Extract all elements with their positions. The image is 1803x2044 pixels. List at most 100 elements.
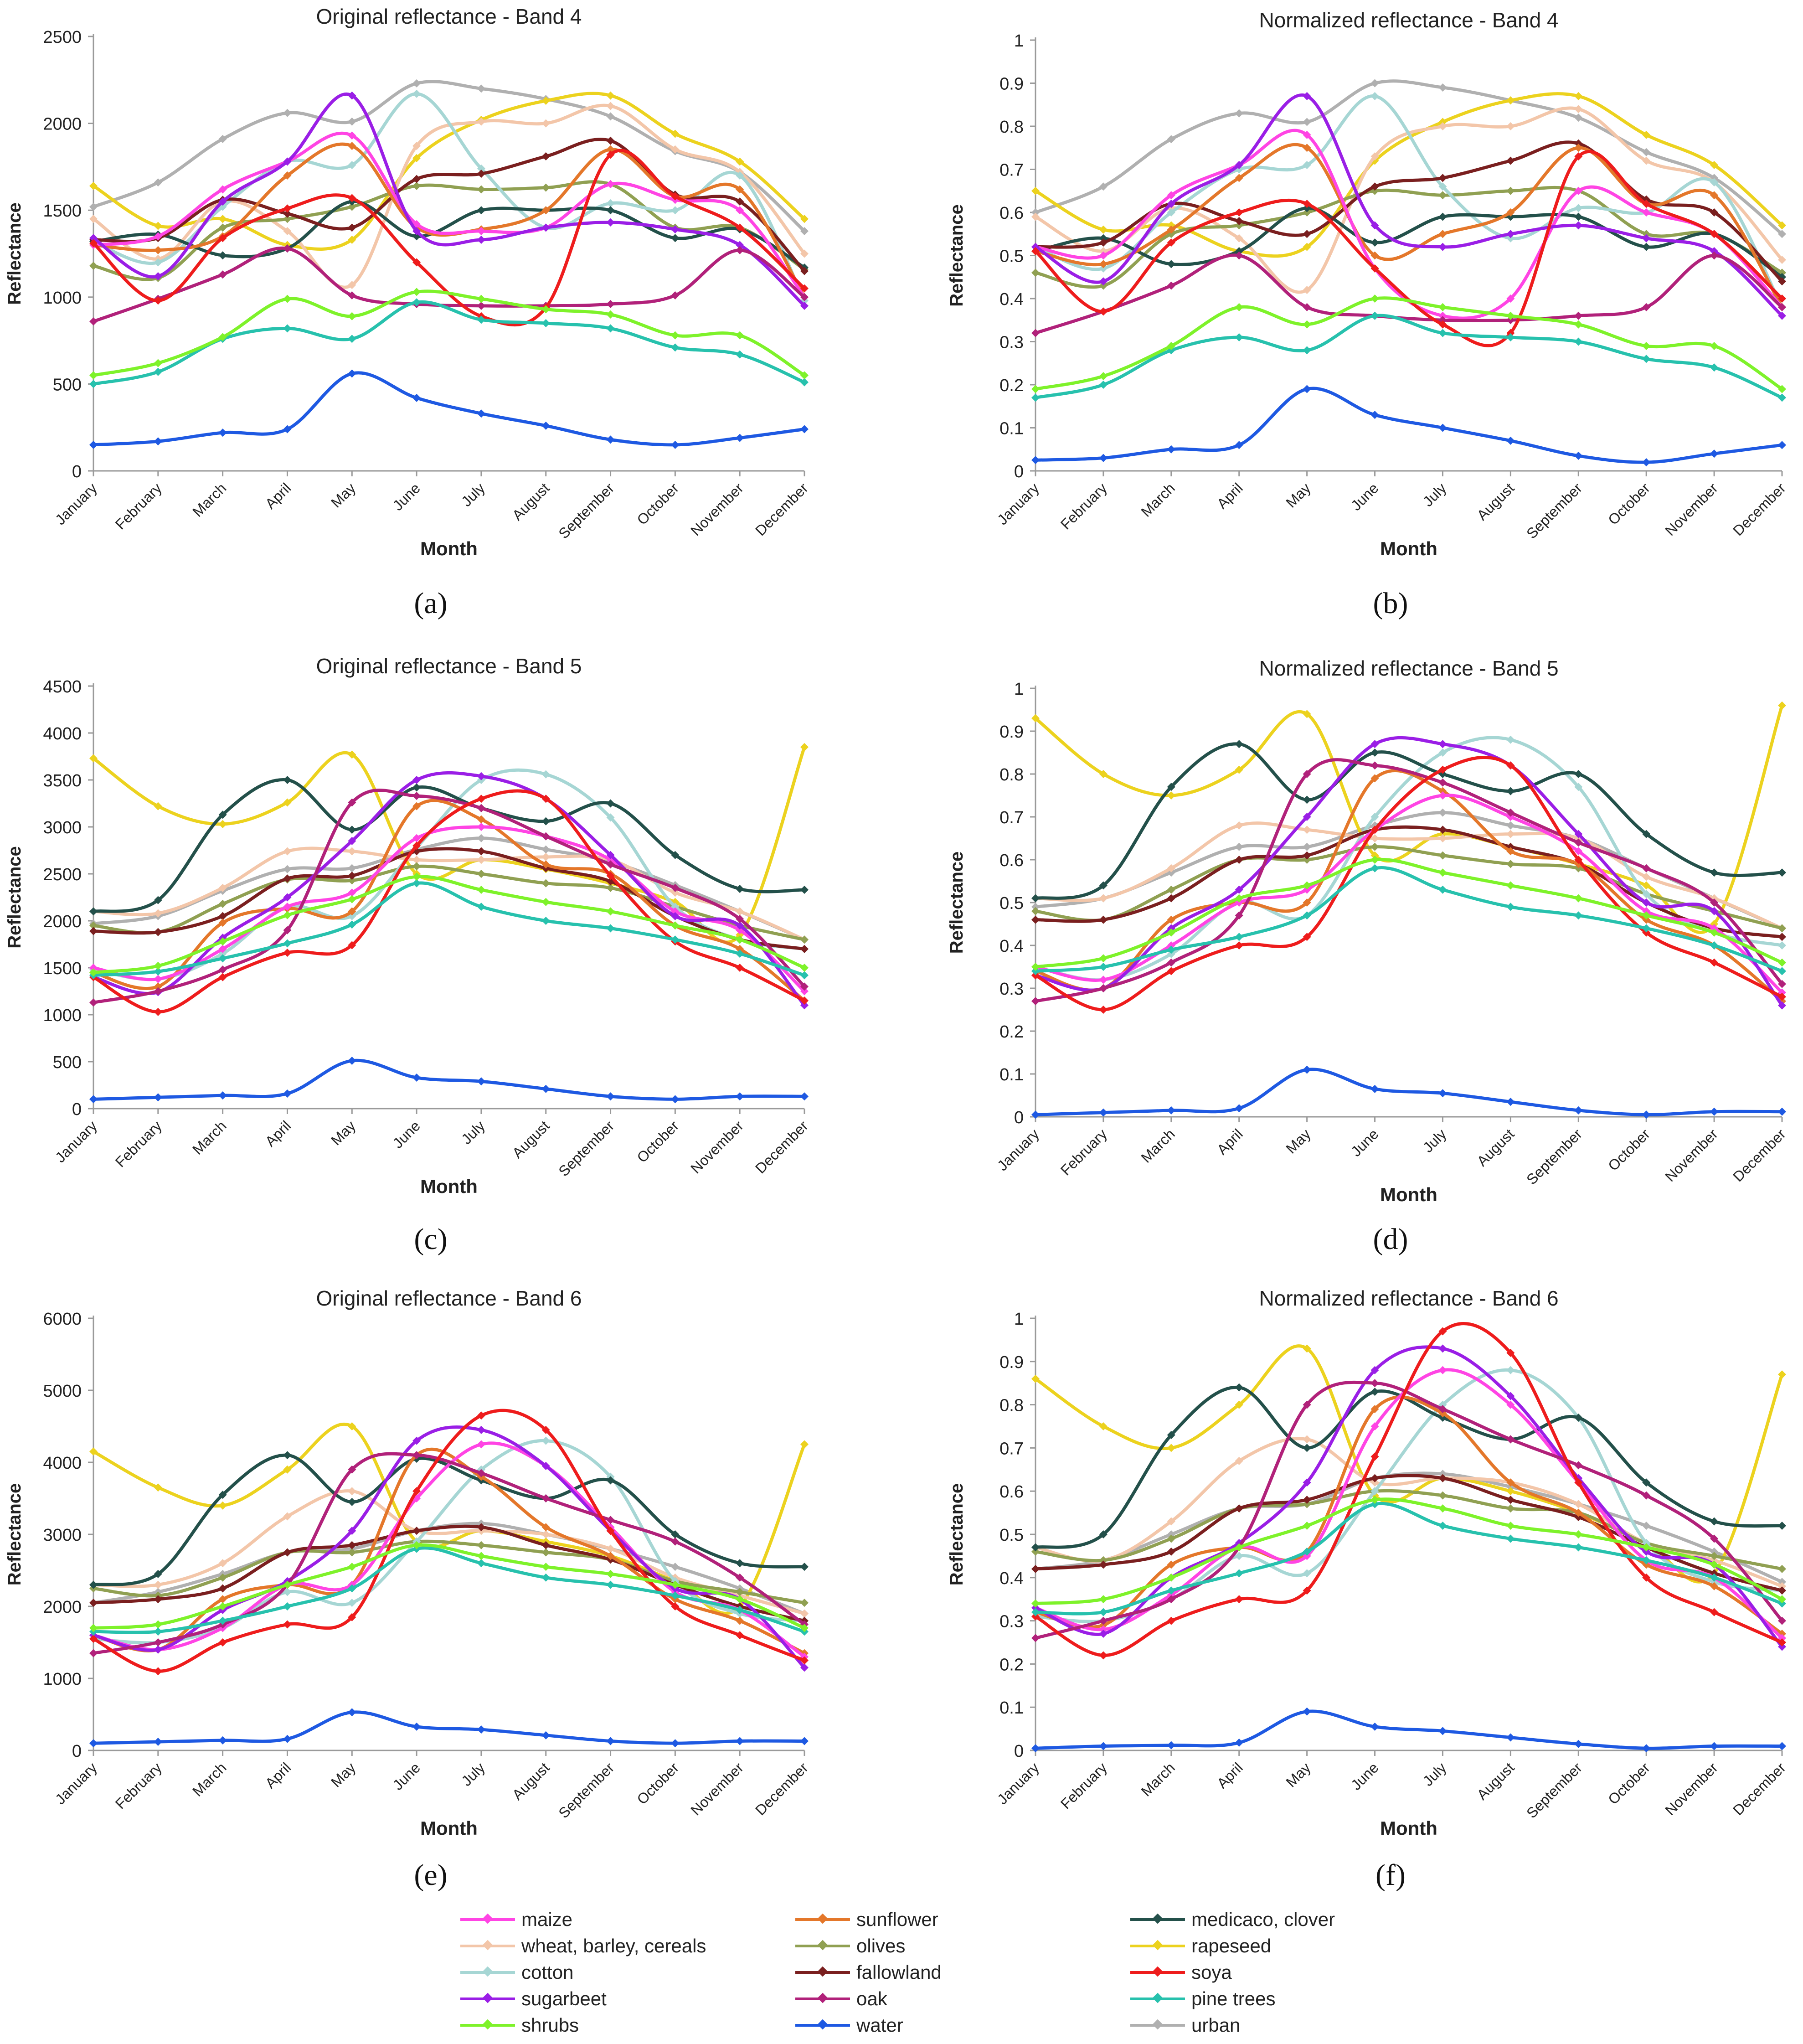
x-tick-label: February [1057, 480, 1110, 532]
data-point [1303, 826, 1311, 834]
series-sugarbeet [89, 91, 809, 310]
data-point [606, 1580, 615, 1589]
data-point [800, 425, 809, 434]
data-point [1438, 808, 1447, 817]
series-line-urban [92, 1522, 806, 1616]
data-point [1099, 225, 1108, 234]
x-tick-label: December [1730, 1759, 1789, 1818]
data-point [412, 1722, 421, 1731]
data-point [1099, 1595, 1108, 1604]
data-point [1778, 230, 1786, 238]
series-line-fallowland [1034, 140, 1784, 283]
data-point [1099, 381, 1108, 389]
data-point [348, 864, 356, 872]
x-tick-label: June [390, 1117, 424, 1151]
data-point [800, 1609, 809, 1618]
data-point [89, 968, 98, 977]
data-point [89, 1095, 98, 1104]
data-point [477, 409, 485, 418]
data-point [218, 899, 227, 908]
data-point [1235, 1456, 1243, 1465]
series-line-sugarbeet [1034, 736, 1784, 1007]
panel-caption: (b) [1373, 587, 1408, 620]
data-point [1303, 898, 1311, 907]
data-point [671, 1580, 680, 1589]
data-point [1506, 1400, 1515, 1409]
data-point [1506, 830, 1515, 838]
data-point [348, 888, 356, 897]
data-point [283, 1588, 292, 1596]
y-tick-label: 1000 [43, 1670, 82, 1689]
data-point [1099, 307, 1108, 316]
legend-item-fallowland: fallowland [795, 1959, 942, 1986]
x-tick-label: February [1057, 1759, 1110, 1812]
x-tick-label: June [390, 1759, 424, 1793]
y-tick-label: 1500 [43, 201, 82, 221]
series-cotton [1031, 92, 1786, 311]
data-point [800, 743, 809, 751]
data-point [1438, 791, 1447, 800]
data-point [1167, 958, 1175, 967]
data-point [606, 206, 615, 215]
data-point [1303, 1065, 1311, 1074]
data-point [1370, 813, 1379, 821]
y-axis-title: Reflectance [947, 1483, 967, 1586]
series-line-pine [92, 1546, 806, 1634]
data-point [541, 223, 550, 232]
legend-label: fallowland [856, 1961, 942, 1983]
x-tick-label: February [1057, 1125, 1110, 1178]
data-point [1235, 765, 1243, 774]
legend-swatch [795, 1966, 850, 1977]
y-tick-label: 0.5 [999, 1526, 1024, 1545]
y-tick-label: 1 [1014, 31, 1024, 51]
y-tick-label: 0.5 [999, 894, 1024, 913]
data-point [1438, 243, 1447, 251]
data-point [1303, 1522, 1311, 1530]
data-point [800, 987, 809, 996]
data-point [154, 367, 162, 376]
data-point [477, 1411, 485, 1420]
series-pine [89, 879, 809, 980]
series-shrubs [89, 288, 809, 380]
y-tick-label: 0 [1014, 462, 1024, 481]
data-point [1642, 1573, 1651, 1582]
data-point [800, 1737, 809, 1745]
data-point [1710, 1742, 1719, 1750]
series-shrubs [1031, 856, 1786, 971]
legend-item-urban: urban [1130, 2012, 1240, 2039]
data-point [1506, 234, 1515, 243]
data-point [1574, 186, 1583, 195]
y-tick-label: 500 [53, 375, 82, 394]
data-point [283, 926, 292, 934]
data-point [283, 215, 292, 223]
series-line-water [1034, 387, 1784, 464]
data-point [1303, 710, 1311, 718]
data-point [1303, 842, 1311, 851]
data-point [348, 1563, 356, 1571]
data-point [1031, 915, 1040, 924]
data-point [1438, 740, 1447, 748]
data-point [89, 921, 98, 930]
data-point [1099, 881, 1108, 890]
data-point [1370, 1084, 1379, 1093]
legend-swatch [1130, 2019, 1185, 2030]
data-point [1574, 212, 1583, 221]
data-point [606, 218, 615, 227]
data-point [1031, 967, 1040, 976]
y-tick-label: 0.3 [999, 1612, 1024, 1631]
data-point [348, 117, 356, 126]
data-point [1167, 135, 1175, 144]
data-point [1167, 1517, 1175, 1526]
panel-caption: (e) [414, 1858, 447, 1892]
data-point [283, 874, 292, 883]
data-point [1506, 208, 1515, 217]
data-point [1506, 1496, 1515, 1504]
data-point [1710, 161, 1719, 170]
chart-panel-1: Original reflectance - Band 4 0 500 1000 150… [5, 5, 811, 620]
data-point [1506, 333, 1515, 342]
data-point [412, 1451, 421, 1460]
data-point [1167, 1595, 1175, 1604]
data-point [1574, 894, 1583, 903]
data-point [283, 798, 292, 807]
data-point [671, 145, 680, 154]
